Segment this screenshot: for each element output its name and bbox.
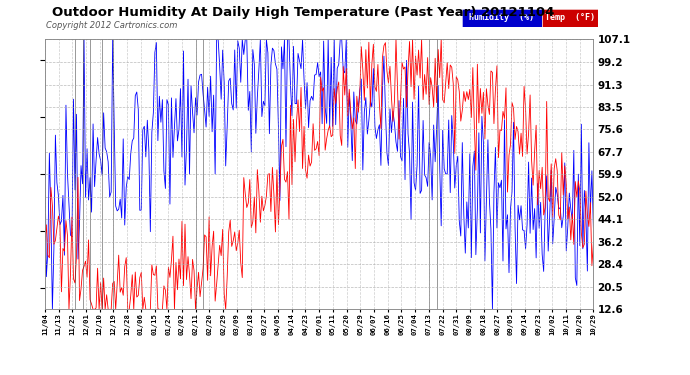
Text: Outdoor Humidity At Daily High Temperature (Past Year) 20121104: Outdoor Humidity At Daily High Temperatu… [52, 6, 555, 19]
Text: Humidity  (%): Humidity (%) [469, 13, 535, 22]
Text: Temp  (°F): Temp (°F) [545, 13, 595, 22]
Text: Copyright 2012 Cartronics.com: Copyright 2012 Cartronics.com [46, 21, 177, 30]
